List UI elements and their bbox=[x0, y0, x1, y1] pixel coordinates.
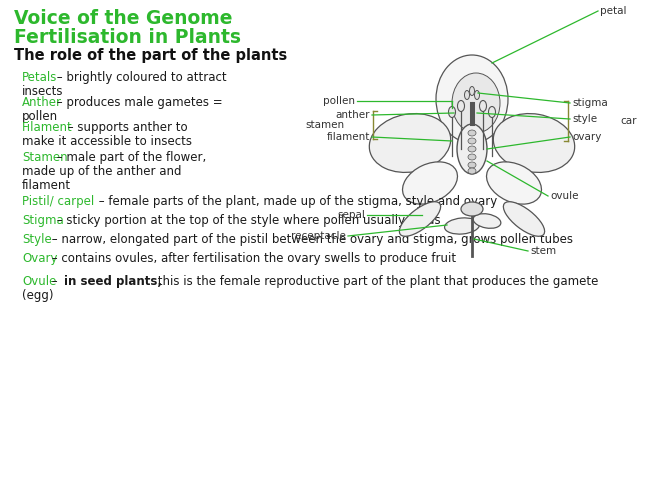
Text: make it accessible to insects: make it accessible to insects bbox=[22, 135, 192, 148]
Text: – female parts of the plant, made up of the stigma, style and ovary: – female parts of the plant, made up of … bbox=[95, 195, 497, 208]
Text: ovary: ovary bbox=[572, 132, 601, 142]
Text: made up of the anther and: made up of the anther and bbox=[22, 165, 181, 178]
Text: – sticky portion at the top of the style where pollen usually lands: – sticky portion at the top of the style… bbox=[53, 214, 441, 227]
Text: Anther: Anther bbox=[22, 96, 62, 109]
Text: receptacle: receptacle bbox=[291, 231, 346, 241]
Text: anther: anther bbox=[335, 110, 370, 120]
Ellipse shape bbox=[493, 113, 574, 172]
Text: stem: stem bbox=[530, 246, 556, 256]
Ellipse shape bbox=[369, 113, 451, 172]
Text: stigma: stigma bbox=[572, 98, 608, 108]
Ellipse shape bbox=[468, 138, 476, 144]
Text: stamen: stamen bbox=[306, 120, 345, 130]
Ellipse shape bbox=[468, 130, 476, 136]
Ellipse shape bbox=[474, 90, 479, 100]
Ellipse shape bbox=[461, 202, 483, 216]
Ellipse shape bbox=[464, 90, 470, 100]
Ellipse shape bbox=[452, 73, 500, 133]
Text: – brightly coloured to attract: – brightly coloured to attract bbox=[53, 71, 227, 84]
Ellipse shape bbox=[479, 101, 487, 111]
Text: (egg): (egg) bbox=[22, 289, 54, 302]
Text: – produces male gametes =: – produces male gametes = bbox=[53, 96, 223, 109]
Text: – supports anther to: – supports anther to bbox=[64, 121, 187, 134]
Text: Petals: Petals bbox=[22, 71, 58, 84]
Text: Ovary: Ovary bbox=[22, 252, 58, 265]
Text: pollen: pollen bbox=[22, 110, 58, 123]
Text: pollen: pollen bbox=[323, 96, 355, 106]
Text: car: car bbox=[620, 116, 637, 126]
Text: Ovule: Ovule bbox=[22, 275, 56, 288]
Ellipse shape bbox=[457, 124, 487, 174]
Text: Voice of the Genome: Voice of the Genome bbox=[14, 9, 233, 28]
Ellipse shape bbox=[473, 214, 501, 228]
Text: Fertilisation in Plants: Fertilisation in Plants bbox=[14, 28, 241, 47]
Ellipse shape bbox=[403, 162, 457, 204]
Text: petal: petal bbox=[600, 6, 626, 16]
Text: – contains ovules, after fertilisation the ovary swells to produce fruit: – contains ovules, after fertilisation t… bbox=[48, 252, 456, 265]
Text: this is the female reproductive part of the plant that produces the gamete: this is the female reproductive part of … bbox=[154, 275, 598, 288]
Text: – male part of the flower,: – male part of the flower, bbox=[53, 151, 206, 164]
Text: insects: insects bbox=[22, 85, 64, 98]
Ellipse shape bbox=[449, 107, 455, 117]
Text: sepal: sepal bbox=[337, 210, 365, 220]
Ellipse shape bbox=[400, 202, 441, 236]
Text: Stigma: Stigma bbox=[22, 214, 64, 227]
Text: filament: filament bbox=[327, 132, 370, 142]
Ellipse shape bbox=[468, 146, 476, 152]
Ellipse shape bbox=[445, 218, 479, 234]
Ellipse shape bbox=[457, 101, 464, 111]
Ellipse shape bbox=[468, 154, 476, 160]
Text: – narrow, elongated part of the pistil between the ovary and stigma, grows polle: – narrow, elongated part of the pistil b… bbox=[48, 233, 573, 246]
Text: Filament: Filament bbox=[22, 121, 73, 134]
Text: filament: filament bbox=[22, 179, 71, 192]
Text: style: style bbox=[572, 114, 597, 124]
Ellipse shape bbox=[470, 86, 474, 96]
Ellipse shape bbox=[468, 168, 476, 174]
Text: Style: Style bbox=[22, 233, 52, 246]
Ellipse shape bbox=[487, 162, 542, 204]
Text: in seed plants,: in seed plants, bbox=[64, 275, 162, 288]
Ellipse shape bbox=[468, 162, 476, 168]
Ellipse shape bbox=[436, 55, 508, 143]
Text: Stamen: Stamen bbox=[22, 151, 67, 164]
Text: –: – bbox=[48, 275, 62, 288]
Ellipse shape bbox=[489, 107, 495, 117]
Text: ovule: ovule bbox=[550, 191, 578, 201]
Text: The role of the part of the plants: The role of the part of the plants bbox=[14, 48, 288, 63]
Text: Pistil/ carpel: Pistil/ carpel bbox=[22, 195, 94, 208]
Ellipse shape bbox=[503, 202, 545, 236]
